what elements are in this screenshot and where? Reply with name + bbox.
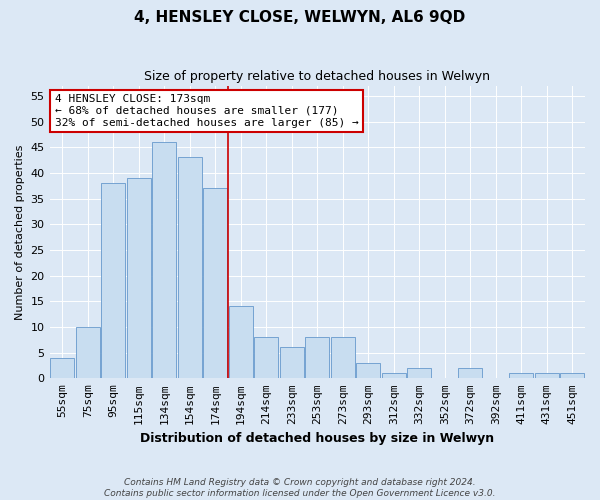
Text: 4 HENSLEY CLOSE: 173sqm
← 68% of detached houses are smaller (177)
32% of semi-d: 4 HENSLEY CLOSE: 173sqm ← 68% of detache…: [55, 94, 359, 128]
Text: Contains HM Land Registry data © Crown copyright and database right 2024.
Contai: Contains HM Land Registry data © Crown c…: [104, 478, 496, 498]
Bar: [356, 363, 380, 378]
Bar: [178, 158, 202, 378]
Bar: [331, 337, 355, 378]
Bar: [458, 368, 482, 378]
Bar: [76, 327, 100, 378]
Bar: [280, 348, 304, 378]
X-axis label: Distribution of detached houses by size in Welwyn: Distribution of detached houses by size …: [140, 432, 494, 445]
Bar: [152, 142, 176, 378]
Bar: [305, 337, 329, 378]
Bar: [382, 373, 406, 378]
Title: Size of property relative to detached houses in Welwyn: Size of property relative to detached ho…: [144, 70, 490, 83]
Bar: [229, 306, 253, 378]
Bar: [560, 373, 584, 378]
Bar: [101, 183, 125, 378]
Bar: [254, 337, 278, 378]
Bar: [50, 358, 74, 378]
Bar: [127, 178, 151, 378]
Bar: [407, 368, 431, 378]
Bar: [203, 188, 227, 378]
Y-axis label: Number of detached properties: Number of detached properties: [15, 144, 25, 320]
Bar: [509, 373, 533, 378]
Text: 4, HENSLEY CLOSE, WELWYN, AL6 9QD: 4, HENSLEY CLOSE, WELWYN, AL6 9QD: [134, 10, 466, 25]
Bar: [535, 373, 559, 378]
